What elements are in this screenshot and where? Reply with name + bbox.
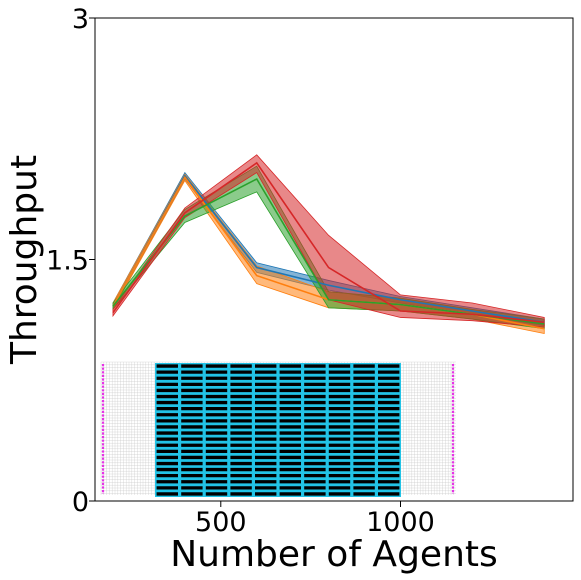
line-series-4 [112,161,545,324]
line-series-1 [112,174,545,324]
axis-ticks: 500 1000 0 1.5 3 [46,4,435,538]
band-series-4 [112,154,545,328]
x-tick-label: 500 [195,507,247,538]
y-axis-title: Throughput [4,155,45,365]
y-tick-label: 0 [72,487,89,518]
x-tick-label: 1000 [366,507,435,538]
confidence-bands [112,154,545,335]
y-tick-label: 3 [72,4,89,35]
inset-shelves [156,364,400,496]
warehouse-map-inset [100,361,456,497]
y-tick-label: 1.5 [46,246,89,277]
x-axis-title: Number of Agents [170,534,498,575]
series-lines [112,161,545,330]
